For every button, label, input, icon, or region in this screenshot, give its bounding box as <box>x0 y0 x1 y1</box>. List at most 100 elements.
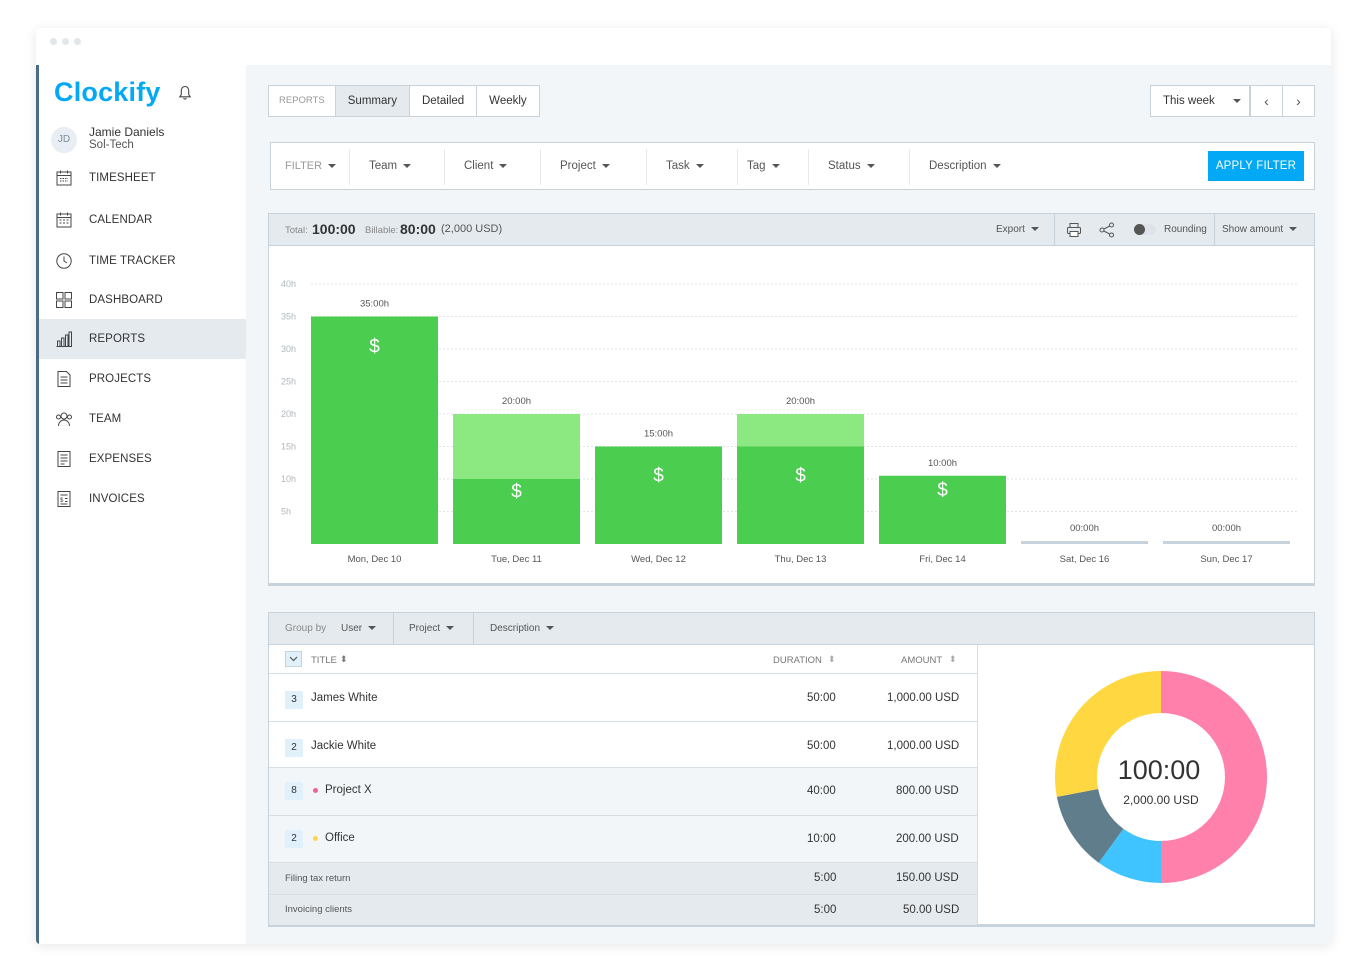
group-description-label: Description <box>490 623 541 634</box>
caret-down-icon <box>1030 227 1039 232</box>
row-title: James White <box>311 692 378 704</box>
sidebar-item-timesheet[interactable]: TIMESHEET <box>39 158 246 198</box>
show-amount-dropdown[interactable]: Show amount <box>1222 214 1298 246</box>
task-filter[interactable]: Task <box>666 143 704 189</box>
caret-down-icon <box>695 163 704 168</box>
tab-weekly[interactable]: Weekly <box>489 95 527 107</box>
group-by-user[interactable]: User <box>341 613 377 645</box>
y-tick-label: 30h <box>281 344 296 354</box>
divider <box>1054 214 1055 246</box>
bar-value-label: 20:00h <box>502 396 531 407</box>
share-icon[interactable] <box>1099 222 1115 238</box>
bar-value-label: 35:00h <box>360 299 389 310</box>
bar-billable <box>453 479 580 544</box>
group-by-bar: Group by User Project Description <box>269 613 1314 645</box>
count-badge: 2 <box>285 830 303 848</box>
date-range-select[interactable]: This week <box>1150 85 1250 117</box>
total-value: 100:00 <box>312 221 356 237</box>
tab-summary[interactable]: Summary <box>335 86 410 116</box>
sort-icon[interactable]: ⬍ <box>949 654 957 664</box>
y-tick-label: 10h <box>281 474 296 484</box>
group-by-description[interactable]: Description <box>490 613 555 645</box>
sort-icon[interactable]: ⬍ <box>340 654 348 664</box>
bar-billable <box>311 316 438 544</box>
bell-icon[interactable] <box>178 85 192 101</box>
next-range-button[interactable]: › <box>1282 85 1315 117</box>
bar-billable <box>595 446 722 544</box>
bar-billable <box>879 475 1006 544</box>
amount-column-header[interactable]: AMOUNT <box>901 655 943 666</box>
sidebar-item-calendar[interactable]: CALENDAR <box>39 200 246 240</box>
y-tick-label: 35h <box>281 312 296 322</box>
project-color-dot <box>313 788 318 793</box>
project-filter-label: Project <box>560 160 596 172</box>
project-filter[interactable]: Project <box>560 143 610 189</box>
rounding-toggle[interactable] <box>1134 224 1156 235</box>
description-filter[interactable]: Description <box>929 143 1001 189</box>
donut-total: 100:00 <box>1118 755 1201 785</box>
table-row[interactable]: 3 James White 50:00 1,000.00 USD <box>269 674 977 722</box>
client-filter[interactable]: Client <box>464 143 508 189</box>
sidebar-item-label: EXPENSES <box>89 453 152 465</box>
table-row[interactable]: Filing tax return 5:00 150.00 USD <box>269 863 977 895</box>
bar-empty <box>1021 541 1148 544</box>
export-dropdown[interactable]: Export <box>996 214 1039 246</box>
window-dot <box>74 38 81 45</box>
sort-icon[interactable]: ⬍ <box>828 654 836 664</box>
sidebar-item-invoices[interactable]: $ INVOICES <box>39 479 246 519</box>
table-row[interactable]: 2 Office 10:00 200.00 USD <box>269 816 977 863</box>
sidebar-item-projects[interactable]: PROJECTS <box>39 359 246 399</box>
expand-all-button[interactable] <box>285 651 302 667</box>
sidebar-item-label: TIME TRACKER <box>89 255 176 267</box>
row-amount: 1,000.00 USD <box>887 740 960 752</box>
bar-chart: 40h 35h 30h 25h 20h 15h 10h 5h $35:00h Mon, Dec 1… <box>281 279 1297 565</box>
filter-bar: FILTER Team Client Project Task Tag Stat… <box>270 142 1315 190</box>
row-duration: 10:00 <box>807 833 836 845</box>
group-by-label: Group by <box>285 623 327 634</box>
filter-menu[interactable]: FILTER <box>285 143 337 189</box>
tag-filter-label: Tag <box>747 160 766 172</box>
prev-range-button[interactable]: ‹ <box>1250 85 1283 117</box>
table-row[interactable]: 8 Project X 40:00 800.00 USD <box>269 768 977 816</box>
clockify-logo[interactable]: Clockify <box>54 77 161 107</box>
row-title: Jackie White <box>311 740 377 752</box>
x-tick-label: Fri, Dec 14 <box>919 554 965 565</box>
main-content: REPORTS Summary Detailed Weekly This wee… <box>246 65 1331 944</box>
row-amount: 1,000.00 USD <box>887 692 960 704</box>
table-row[interactable]: 2 Jackie White 50:00 1,000.00 USD <box>269 722 977 768</box>
title-column-header[interactable]: TITLE <box>311 655 337 666</box>
sidebar-item-time-tracker[interactable]: TIME TRACKER <box>39 241 246 281</box>
group-by-project[interactable]: Project <box>409 613 455 645</box>
caret-down-icon <box>368 626 377 631</box>
group-user-label: User <box>341 623 363 634</box>
billable-label: Billable: <box>365 225 399 236</box>
sidebar-item-expenses[interactable]: EXPENSES <box>39 439 246 479</box>
tab-detailed[interactable]: Detailed <box>410 86 478 116</box>
table-row[interactable]: Invoicing clients 5:00 50.00 USD <box>269 895 977 925</box>
summary-chart-card: Total: 100:00 Billable: 80:00 (2,000 USD… <box>268 213 1315 586</box>
bar-value-label: 15:00h <box>644 429 673 440</box>
sidebar-item-label: CALENDAR <box>89 214 153 226</box>
sidebar-item-team[interactable]: TEAM <box>39 399 246 439</box>
timesheet-icon <box>56 170 72 186</box>
y-tick-label: 5h <box>281 507 291 517</box>
sidebar-item-reports[interactable]: REPORTS <box>39 319 246 359</box>
status-filter[interactable]: Status <box>828 143 875 189</box>
count-badge: 3 <box>285 691 303 709</box>
donut-chart: 100:00 2,000.00 USD <box>1055 671 1267 883</box>
divider <box>1214 214 1215 246</box>
team-filter[interactable]: Team <box>369 143 412 189</box>
count-badge: 2 <box>285 739 303 757</box>
donut-segment <box>1098 828 1161 883</box>
bar-value-label: 10:00h <box>928 458 957 469</box>
window-titlebar <box>36 28 1331 64</box>
sidebar-item-dashboard[interactable]: DASHBOARD <box>39 280 246 320</box>
user-profile[interactable]: JD Jamie Daniels Sol-Tech <box>51 124 241 156</box>
duration-column-header[interactable]: DURATION <box>773 655 822 666</box>
x-tick-label: Thu, Dec 13 <box>775 554 827 565</box>
export-label: Export <box>996 224 1025 235</box>
apply-filter-button[interactable]: APPLY FILTER <box>1208 151 1304 181</box>
tag-filter[interactable]: Tag <box>747 143 780 189</box>
client-filter-label: Client <box>464 160 494 172</box>
print-icon[interactable] <box>1066 222 1082 238</box>
